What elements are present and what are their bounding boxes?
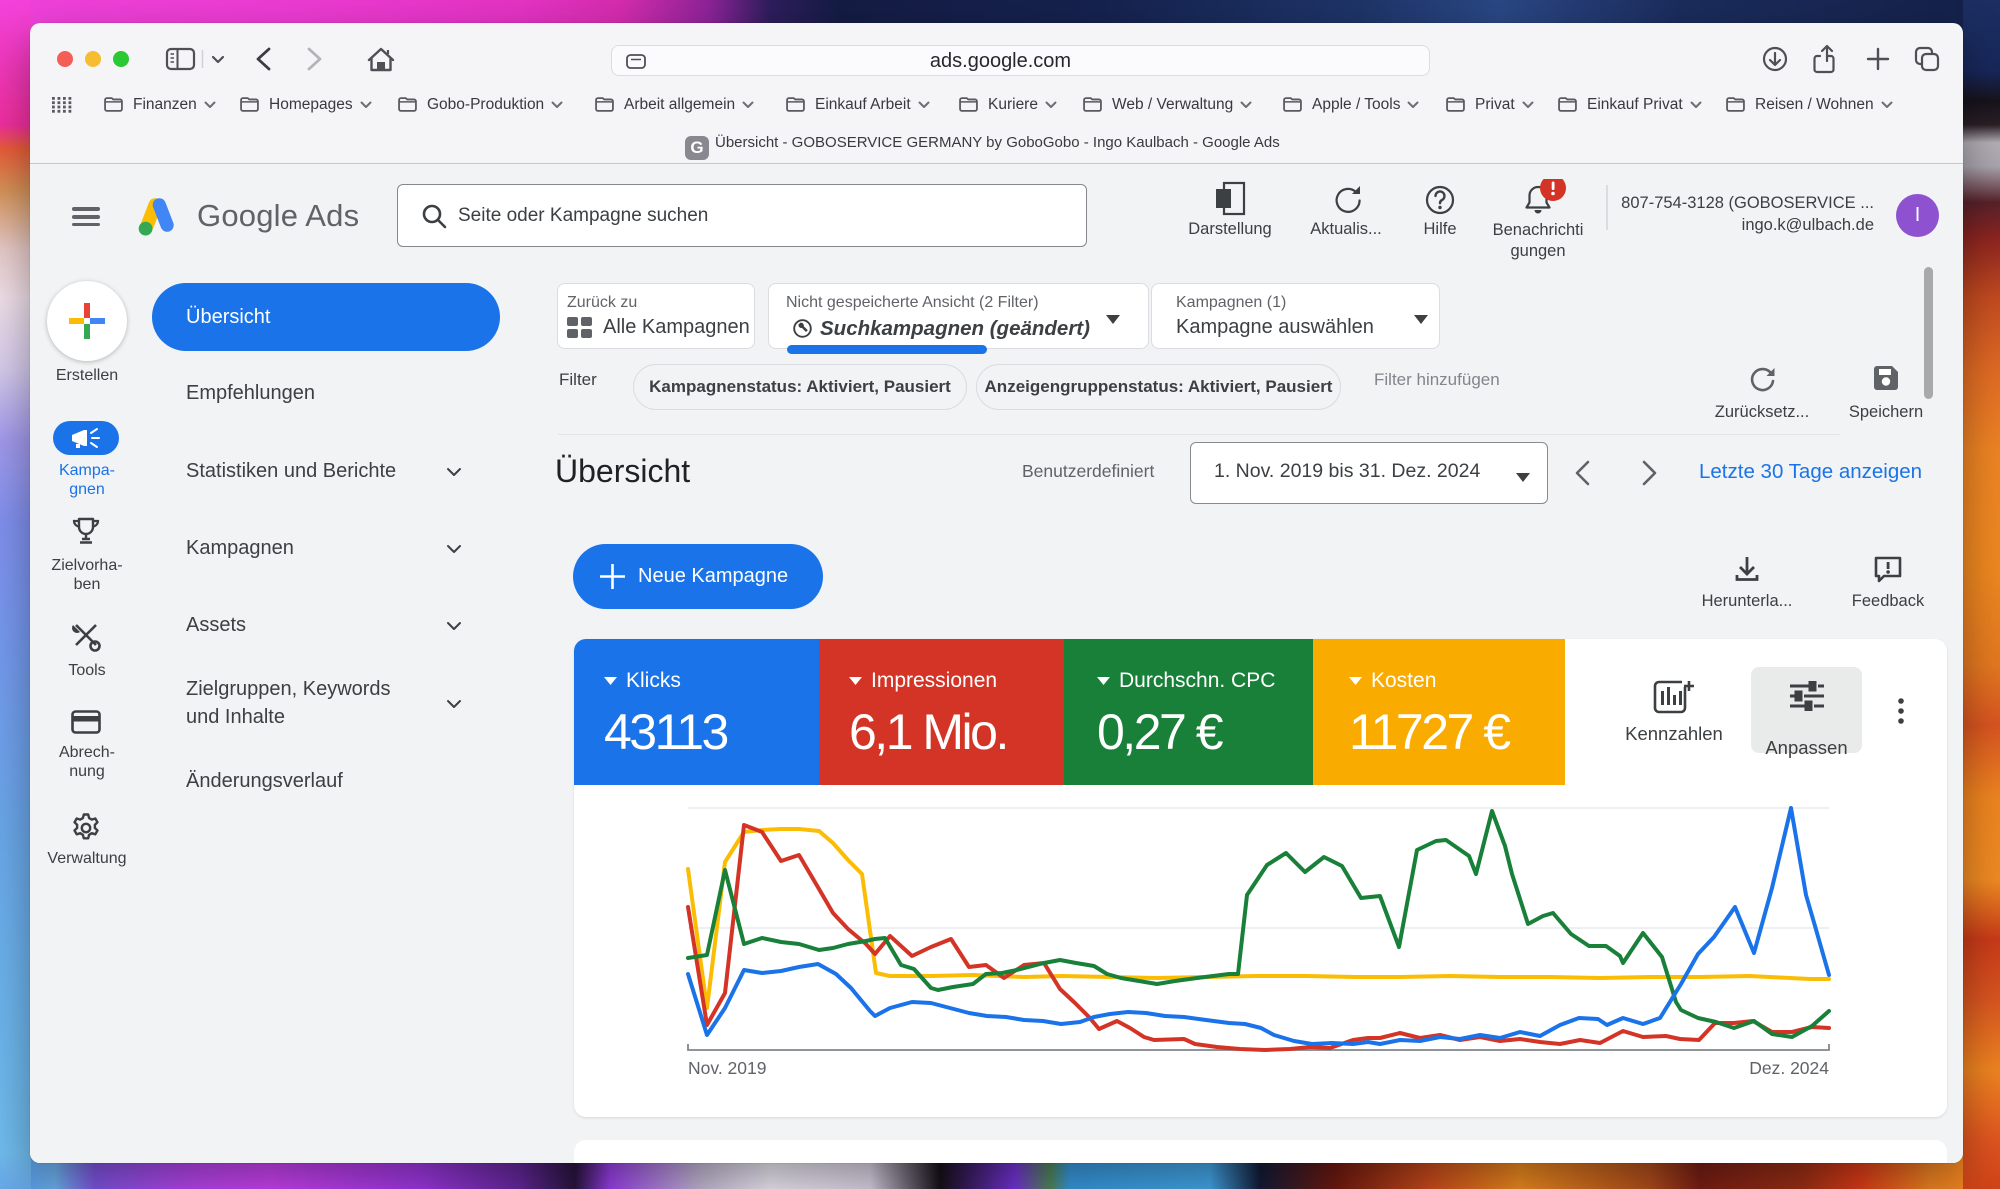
svg-text:Dez. 2024: Dez. 2024 <box>1749 1058 1829 1078</box>
svg-text:Nov. 2019: Nov. 2019 <box>688 1058 766 1078</box>
